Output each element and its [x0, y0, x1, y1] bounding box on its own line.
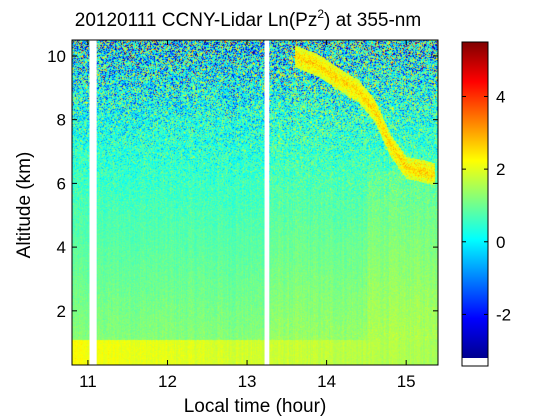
x-axis: 11 12 13 14 15 [79, 40, 416, 391]
y-tick-label: 10 [47, 47, 66, 66]
y-tick-label: 2 [57, 302, 66, 321]
heatmap-plot-area [71, 39, 439, 366]
data-gap [264, 40, 270, 365]
y-tick-label: 6 [57, 174, 66, 193]
colorbar-tick-label: 2 [496, 160, 505, 179]
plot-frame [71, 39, 439, 366]
y-axis-label: Altitude (km) [14, 152, 35, 259]
colorbar-ticks: -2 0 2 4 [462, 87, 511, 324]
colorbar-tick-label: 4 [496, 87, 505, 106]
x-tick-label: 12 [158, 372, 177, 391]
colorbar-gradient [462, 42, 488, 358]
x-tick-label: 13 [238, 372, 257, 391]
y-axis: 2 4 6 8 10 [47, 47, 438, 321]
colorbar-frame [461, 41, 489, 367]
x-tick-label: 14 [317, 372, 336, 391]
data-gaps [89, 40, 270, 365]
x-tick-label: 15 [397, 372, 416, 391]
y-tick-label: 4 [57, 238, 66, 257]
data-gap [89, 40, 97, 365]
colorbar-tick-label: -2 [496, 305, 511, 324]
x-tick-label: 11 [79, 372, 97, 391]
x-axis-label: Local time (hour) [184, 396, 327, 417]
y-tick-label: 8 [57, 111, 66, 130]
colorbar-tick-label: 0 [496, 233, 505, 252]
backscatter-heatmap [72, 40, 438, 365]
colorbar: -2 0 2 4 [461, 41, 511, 367]
chart-title: 20120111 CCNY-Lidar Ln(Pz2) at 355-nm [75, 7, 421, 31]
